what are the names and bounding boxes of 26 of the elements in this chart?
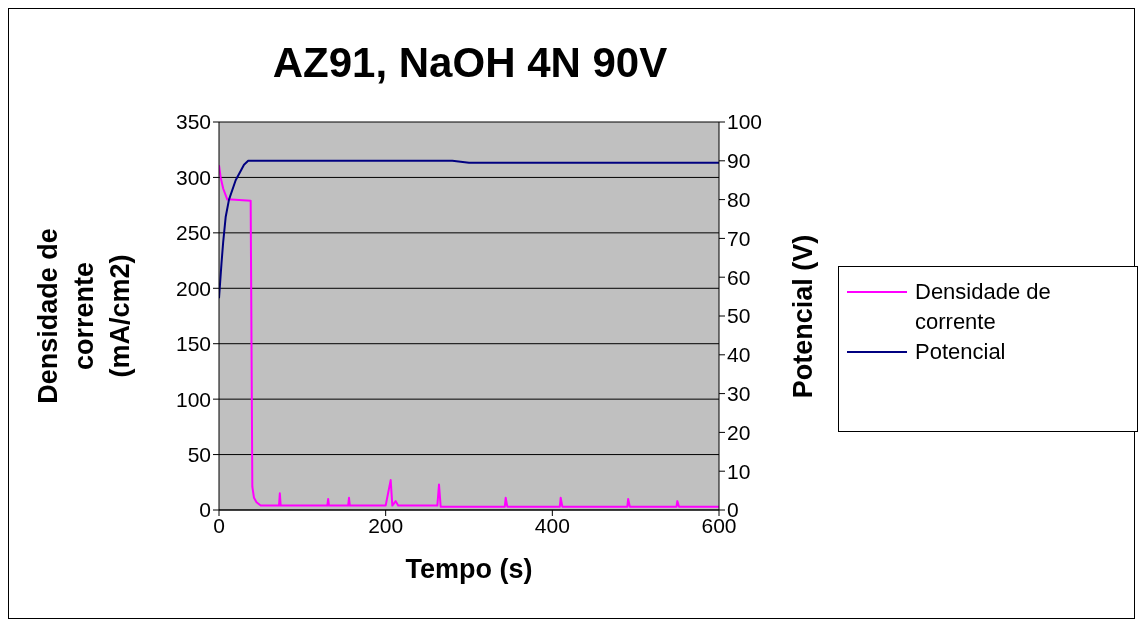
- y2-tick-label: 100: [727, 110, 763, 134]
- chart-title: AZ91, NaOH 4N 90V: [271, 39, 669, 87]
- y-tick-label: 0: [199, 498, 211, 522]
- y2-axis-title: Potencial (V): [788, 234, 820, 398]
- y2-tick-label: 70: [727, 226, 751, 250]
- legend-label: Densidade de corrente: [915, 278, 1052, 336]
- y-tick-label: 300: [175, 165, 211, 189]
- y2-tick-label: 20: [727, 420, 751, 444]
- y-tick-label: 200: [175, 276, 211, 300]
- y2-tick-label: 60: [727, 265, 751, 289]
- y2-tick-label: 10: [727, 459, 751, 483]
- y-axis-title: Densidade de corrente (mA/cm2): [32, 228, 136, 404]
- y2-tick-label: 90: [727, 149, 751, 173]
- y2-tick-label: 40: [727, 343, 751, 367]
- y-tick-label: 100: [175, 387, 211, 411]
- y2-tick-label: 30: [727, 382, 751, 406]
- y-tick-label: 50: [187, 443, 211, 467]
- x-tick-label: 200: [368, 513, 404, 537]
- y2-tick-label: 80: [727, 188, 751, 212]
- x-axis-title: Tempo (s): [405, 554, 533, 584]
- legend-label: Potencial: [915, 338, 1007, 366]
- y-tick-label: 250: [175, 221, 211, 245]
- y-tick-label: 150: [175, 332, 211, 356]
- y2-tick-label: 50: [727, 304, 751, 328]
- y-tick-label: 350: [175, 110, 211, 134]
- x-tick-label: 400: [534, 513, 570, 537]
